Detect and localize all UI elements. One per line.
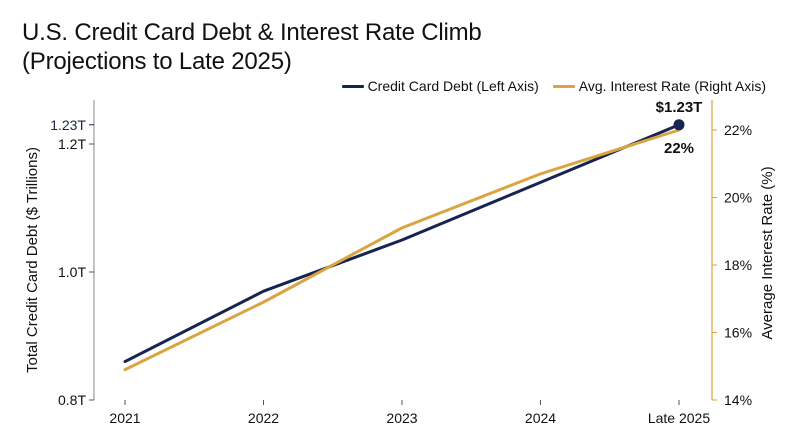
right-tick-label: 16% — [724, 325, 752, 341]
debt-end-marker — [673, 119, 685, 131]
right-tick-label: 22% — [724, 122, 752, 138]
chart-legend: Credit Card Debt (Left Axis) Avg. Intere… — [328, 78, 766, 94]
x-tick-label: 2022 — [248, 410, 279, 426]
right-tick-label: 14% — [724, 392, 752, 408]
left-tick-label: 1.0T — [58, 264, 86, 280]
legend-label-rate: Avg. Interest Rate (Right Axis) — [578, 78, 766, 94]
left-tick-label-highlight: 1.23T — [50, 117, 86, 133]
legend-swatch-rate — [552, 84, 575, 88]
legend-item-rate: Avg. Interest Rate (Right Axis) — [552, 78, 766, 94]
legend-item-debt: Credit Card Debt (Left Axis) — [341, 78, 539, 94]
x-tick-label: 2023 — [386, 410, 417, 426]
right-tick-label: 18% — [724, 257, 752, 273]
chart-title: U.S. Credit Card Debt & Interest Rate Cl… — [22, 18, 482, 76]
debt-end-annotation: $1.23T — [656, 99, 703, 116]
x-tick-label: 2024 — [525, 410, 556, 426]
x-tick-label: Late 2025 — [648, 410, 710, 426]
left-tick-label: 1.2T — [58, 136, 86, 152]
x-tick-label: 2021 — [109, 410, 140, 426]
right-tick-label: 20% — [724, 190, 752, 206]
chart-title-line-2: (Projections to Late 2025) — [22, 48, 292, 75]
chart-title-line-1: U.S. Credit Card Debt & Interest Rate Cl… — [22, 19, 482, 46]
y-axis-left-title: Total Credit Card Debt ($ Trillions) — [24, 147, 41, 373]
series-line-credit-card-debt — [123, 123, 681, 364]
series-line-interest-rate — [123, 128, 681, 372]
rate-end-annotation: 22% — [664, 140, 694, 157]
left-tick-label: 0.8T — [58, 392, 86, 408]
y-axis-right-title: Average Interest Rate (%) — [759, 166, 776, 339]
legend-label-debt: Credit Card Debt (Left Axis) — [367, 78, 539, 94]
legend-swatch-debt — [341, 84, 364, 88]
